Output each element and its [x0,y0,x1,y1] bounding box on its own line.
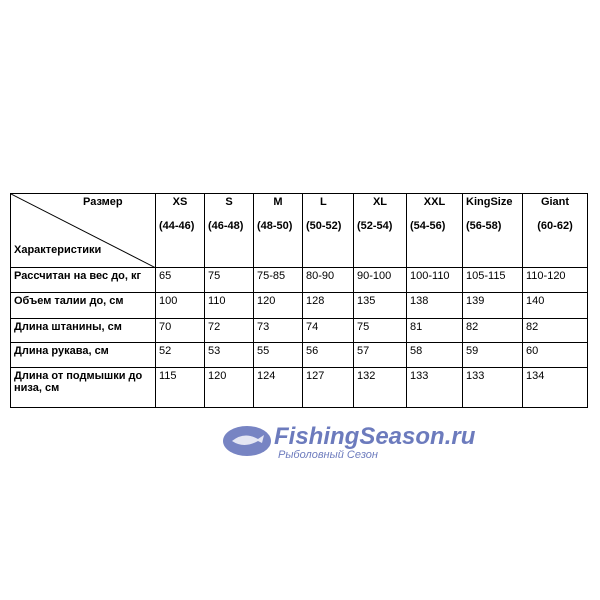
size-header: KingSize (56-58) [462,193,523,268]
watermark-logo: FishingSeason.ru Рыболовный Сезон [222,423,475,461]
row-label: Длина штанины, см [10,318,156,343]
value-cell: 100 [155,292,205,319]
value-cell: 110 [204,292,254,319]
size-name: KingSize [466,196,513,208]
value-cell: 140 [522,292,588,319]
value-cell: 128 [302,292,354,319]
value-cell: 139 [462,292,523,319]
size-name: XS [172,196,188,208]
value-cell: 72 [204,318,254,343]
value-cell: 134 [522,367,588,408]
value-cell: 60 [522,342,588,368]
value-cell: 120 [204,367,254,408]
characteristics-label: Характеристики [14,244,102,256]
table-row: Длина от подмышки до низа, см 115 120 124 12… [10,367,588,408]
value-cell: 133 [406,367,463,408]
size-header: S (46-48) [204,193,254,268]
value-cell: 110-120 [522,267,588,293]
value-cell: 56 [302,342,354,368]
diagonal-line [11,194,156,268]
value-cell: 81 [406,318,463,343]
size-name: XL [372,196,388,208]
value-cell: 80-90 [302,267,354,293]
size-range: (46-48) [208,220,244,232]
value-cell: 105-115 [462,267,523,293]
value-cell: 57 [353,342,407,368]
size-range: (54-56) [410,220,446,232]
value-cell: 73 [253,318,303,343]
value-cell: 90-100 [353,267,407,293]
table-row: Объем талии до, см 100 110 120 128 135 138 139 1… [10,292,588,319]
size-range: (50-52) [306,220,342,232]
size-header: M (48-50) [253,193,303,268]
value-cell: 75 [353,318,407,343]
table-row: Рассчитан на вес до, кг 65 75 75-85 80-90 90-… [10,267,588,293]
size-name: M [273,196,283,208]
size-range: (60-62) [537,220,573,232]
value-cell: 82 [462,318,523,343]
size-range: (48-50) [257,220,293,232]
size-name: S [225,196,233,208]
size-header: Giant (60-62) [522,193,588,268]
size-range: (44-46) [159,220,195,232]
value-cell: 74 [302,318,354,343]
value-cell: 100-110 [406,267,463,293]
value-cell: 58 [406,342,463,368]
row-label: Длина от подмышки до низа, см [10,367,156,408]
size-label: Размер [83,196,123,208]
value-cell: 75 [204,267,254,293]
table-row: Длина рукава, см 52 53 55 56 57 58 59 60 [10,342,588,368]
size-range: (52-54) [357,220,393,232]
value-cell: 138 [406,292,463,319]
fish-globe-icon [223,426,271,456]
value-cell: 70 [155,318,205,343]
header-row: Размер Характеристики XS (44-46) S (46-48)… [10,193,588,268]
value-cell: 124 [253,367,303,408]
watermark-title: FishingSeason.ru [274,423,476,450]
size-header: XL (52-54) [353,193,407,268]
value-cell: 135 [353,292,407,319]
size-name: Giant [540,196,570,208]
value-cell: 65 [155,267,205,293]
size-chart-table: Размер Характеристики XS (44-46) S (46-48)… [10,193,588,408]
value-cell: 132 [353,367,407,408]
size-header: XS (44-46) [155,193,205,268]
row-label: Длина рукава, см [10,342,156,368]
corner-cell: Размер Характеристики [10,193,156,268]
row-label: Рассчитан на вес до, кг [10,267,156,293]
table-row: Длина штанины, см 70 72 73 74 75 81 82 82 [10,318,588,343]
row-label: Объем талии до, см [10,292,156,319]
value-cell: 115 [155,367,205,408]
value-cell: 133 [462,367,523,408]
value-cell: 127 [302,367,354,408]
size-header: XXL (54-56) [406,193,463,268]
size-range: (56-58) [466,220,502,232]
value-cell: 75-85 [253,267,303,293]
size-name: L [320,196,327,208]
value-cell: 59 [462,342,523,368]
size-header: L (50-52) [302,193,354,268]
value-cell: 53 [204,342,254,368]
watermark-subtitle: Рыболовный Сезон [278,449,378,461]
value-cell: 82 [522,318,588,343]
size-name: XXL [423,196,446,208]
value-cell: 55 [253,342,303,368]
value-cell: 120 [253,292,303,319]
value-cell: 52 [155,342,205,368]
